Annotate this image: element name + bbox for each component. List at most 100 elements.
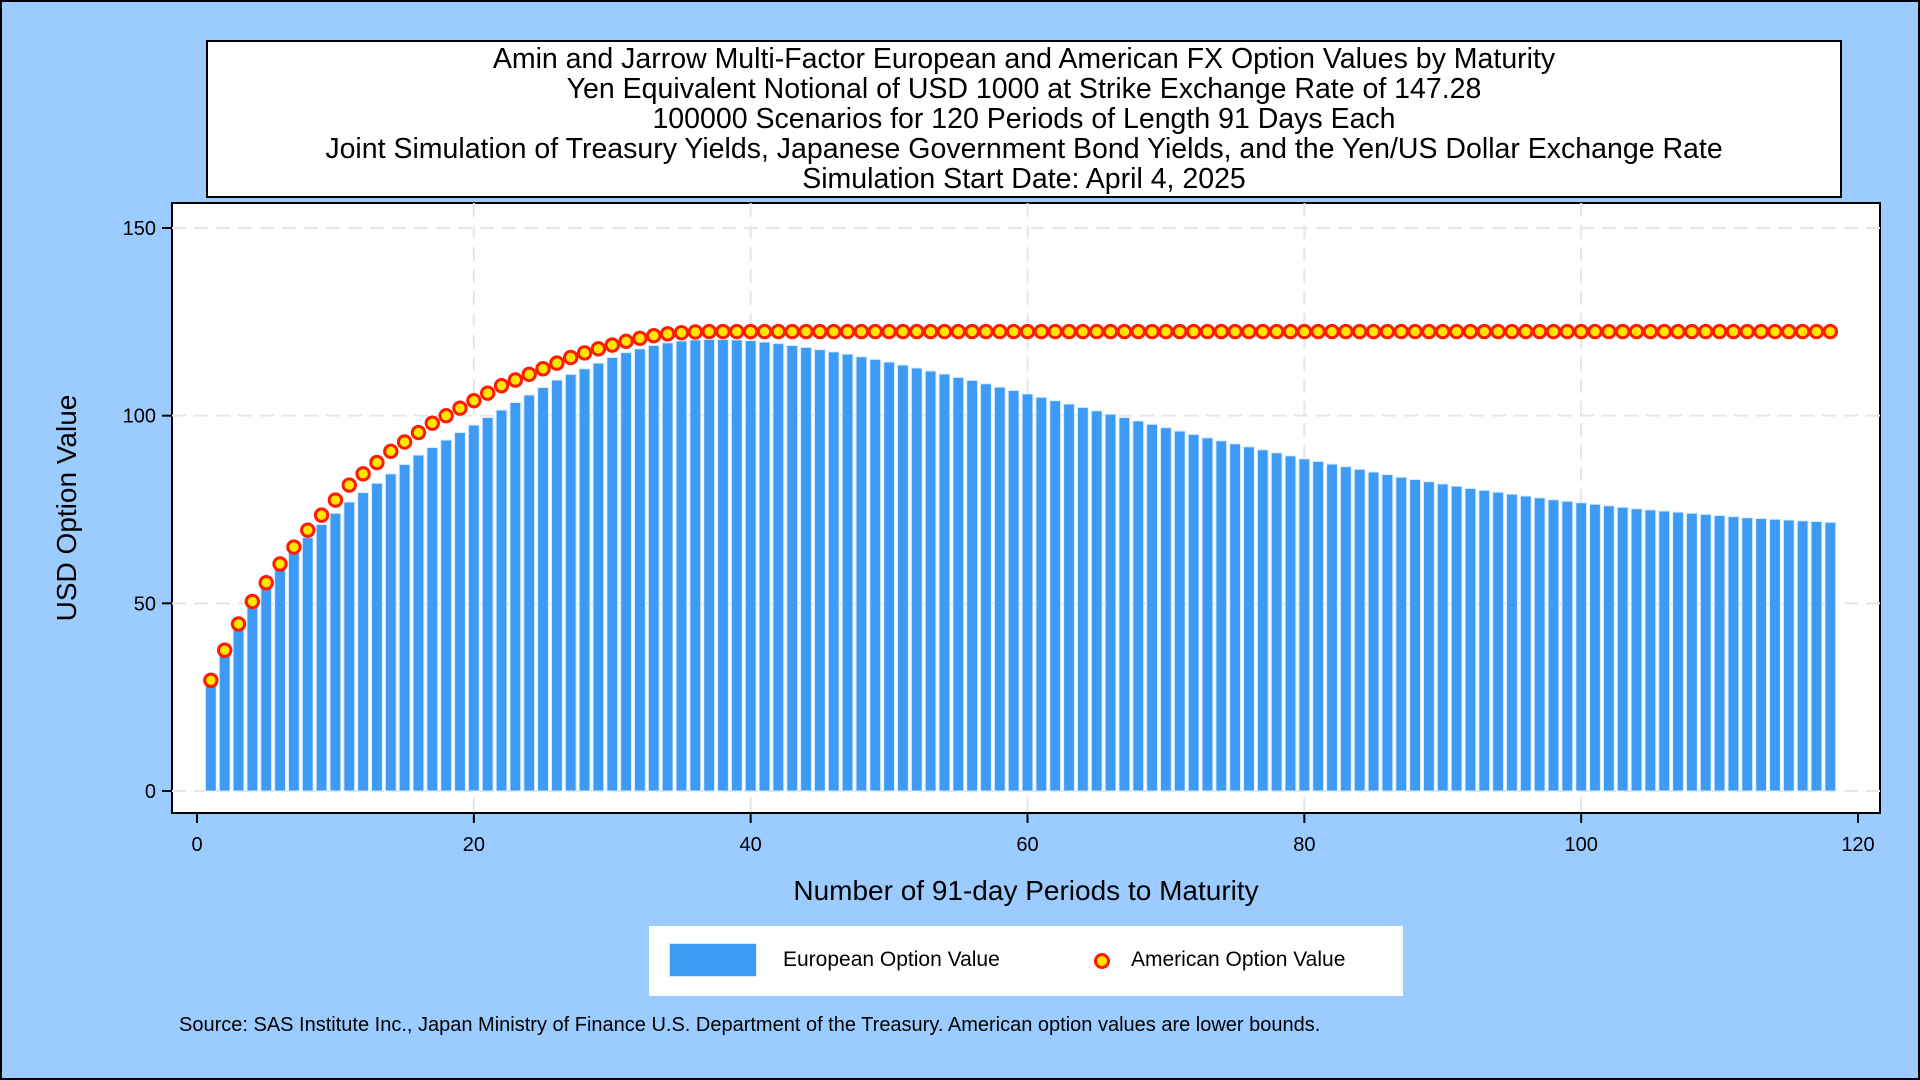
american-marker — [1047, 323, 1063, 340]
american-marker — [1144, 323, 1160, 340]
x-tick-label: 40 — [740, 834, 762, 856]
american-marker — [1725, 323, 1742, 340]
european-bar — [357, 492, 369, 792]
american-marker — [1614, 323, 1631, 340]
american-marker — [576, 345, 593, 361]
american-marker — [1531, 323, 1548, 340]
american-marker — [1061, 323, 1077, 340]
american-marker — [1462, 323, 1479, 340]
european-bar — [1533, 497, 1546, 792]
american-marker — [1822, 323, 1839, 340]
european-bar — [1326, 463, 1338, 792]
european-bar — [841, 353, 854, 792]
x-tick-label: 20 — [463, 834, 485, 856]
american-marker — [964, 323, 980, 340]
european-bar — [1561, 500, 1574, 792]
european-bar — [1672, 511, 1684, 792]
european-bar — [1575, 502, 1588, 792]
american-marker — [369, 454, 385, 471]
european-bar — [1478, 489, 1491, 792]
american-marker — [1213, 323, 1229, 340]
european-bar — [315, 524, 328, 792]
source-footnote: Source: SAS Institute Inc., Japan Minist… — [179, 1014, 1321, 1036]
legend: European Option Value American Option Va… — [649, 926, 1403, 996]
european-bar — [966, 379, 979, 792]
chart-title: Amin and Jarrow Multi-Factor European an… — [492, 43, 1556, 75]
european-bar — [481, 417, 494, 792]
american-marker — [1268, 323, 1285, 340]
european-bar — [910, 367, 923, 792]
european-bar — [1063, 403, 1075, 792]
american-marker — [646, 328, 662, 344]
chart-subtitle-start-date: Simulation Start Date: April 4, 2025 — [802, 163, 1246, 195]
european-bar — [855, 356, 868, 792]
american-marker — [1518, 323, 1534, 340]
american-marker — [992, 323, 1008, 340]
european-bar — [578, 368, 591, 792]
american-marker — [1324, 323, 1340, 340]
european-bar — [869, 358, 882, 792]
american-marker — [1185, 323, 1202, 340]
american-marker — [742, 323, 759, 340]
european-bar — [1409, 478, 1421, 792]
european-bar — [1298, 458, 1311, 792]
european-bar — [274, 565, 286, 792]
european-bar — [301, 537, 314, 792]
american-marker — [729, 323, 745, 340]
american-marker — [1199, 323, 1216, 340]
american-marker — [355, 466, 371, 482]
european-bar — [1160, 427, 1172, 792]
american-marker — [798, 323, 814, 340]
american-marker — [1296, 323, 1313, 340]
european-bar — [371, 482, 383, 792]
american-marker — [1628, 323, 1645, 340]
american-marker — [1241, 323, 1257, 340]
american-marker — [1781, 323, 1797, 340]
european-bar — [1049, 400, 1062, 792]
american-marker — [784, 323, 800, 340]
european-bar — [813, 349, 826, 792]
american-marker — [909, 323, 925, 340]
european-bar — [1519, 495, 1532, 792]
european-bar — [564, 373, 577, 792]
european-bar — [204, 679, 217, 792]
european-bar — [1547, 499, 1560, 792]
american-marker — [1033, 323, 1050, 340]
american-marker — [590, 341, 607, 357]
american-marker — [1490, 323, 1506, 340]
european-bar — [1796, 520, 1809, 792]
european-bar — [1104, 413, 1117, 792]
european-bar — [1727, 516, 1740, 792]
american-marker — [1642, 323, 1659, 340]
european-bar — [384, 473, 397, 792]
american-marker — [1559, 323, 1576, 340]
american-marker — [244, 593, 261, 610]
european-bar — [1630, 508, 1643, 792]
american-marker — [922, 323, 939, 340]
european-bar — [329, 512, 342, 792]
american-marker — [1365, 323, 1382, 340]
european-bar — [1686, 512, 1698, 792]
american-marker — [1601, 323, 1617, 340]
american-marker — [563, 349, 579, 366]
european-bar — [1201, 437, 1214, 792]
european-bar — [1146, 423, 1158, 792]
european-bar — [1381, 474, 1394, 792]
american-marker — [521, 366, 537, 383]
european-bar — [1616, 506, 1629, 792]
american-marker — [1338, 323, 1354, 340]
american-marker — [452, 400, 468, 416]
european-bar — [758, 341, 771, 792]
american-marker — [867, 323, 883, 340]
american-marker — [1005, 323, 1022, 340]
european-bar — [1464, 487, 1477, 792]
european-bar — [412, 454, 425, 792]
european-bar — [1602, 505, 1615, 792]
american-marker — [659, 326, 676, 342]
y-tick-label: 100 — [123, 406, 156, 428]
legend-swatch-american — [1094, 953, 1110, 969]
european-bar — [1243, 446, 1255, 792]
y-tick-label: 0 — [145, 781, 156, 803]
american-marker — [203, 672, 219, 688]
